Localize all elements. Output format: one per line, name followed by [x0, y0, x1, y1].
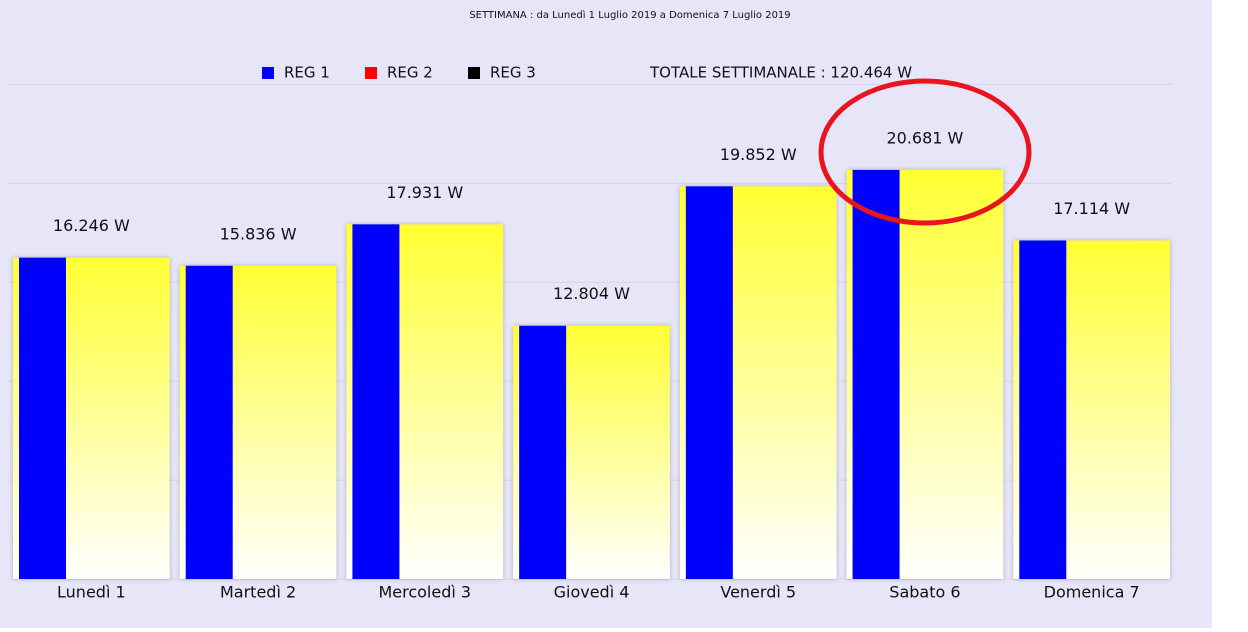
value-label: 12.804 W [553, 284, 630, 303]
x-tick-label: Venerdì 5 [720, 583, 796, 602]
legend-swatch [468, 67, 480, 79]
legend-swatch [262, 67, 274, 79]
value-label: 20.681 W [886, 128, 963, 147]
annotation: TOTALE SETTIMANALE : 120.464 W [649, 64, 912, 82]
x-tick-label: Sabato 6 [889, 583, 960, 602]
legend-label: REG 2 [387, 64, 433, 82]
x-tick-label: Martedì 2 [220, 583, 296, 602]
x-tick-label: Domenica 7 [1044, 583, 1140, 602]
bar [352, 224, 400, 579]
x-tick-label: Lunedì 1 [57, 583, 126, 602]
legend-swatch [365, 67, 377, 79]
bar [519, 325, 567, 579]
highlight-ellipse [818, 78, 1032, 226]
value-label: 19.852 W [720, 145, 797, 164]
legend-label: REG 3 [490, 64, 536, 82]
bar [1019, 240, 1067, 579]
value-label: 17.931 W [386, 183, 463, 202]
legend: REG 1 REG 2 REG 3 [262, 64, 536, 82]
value-label: 15.836 W [220, 224, 297, 243]
value-label: 17.114 W [1053, 199, 1130, 218]
chart-title: SETTIMANA : da Lunedì 1 Luglio 2019 a Do… [469, 9, 790, 21]
bar [19, 257, 66, 579]
bar [185, 265, 233, 579]
bar [852, 169, 900, 580]
x-tick-label: Mercoledì 3 [378, 583, 471, 602]
bar [685, 186, 733, 579]
x-tick-label: Giovedì 4 [554, 583, 630, 602]
legend-label: REG 1 [284, 64, 330, 82]
plot: Lunedì 1 16.246 W Martedì 2 15.836 W Mercole… [8, 84, 1172, 602]
value-label: 16.246 W [53, 216, 130, 235]
